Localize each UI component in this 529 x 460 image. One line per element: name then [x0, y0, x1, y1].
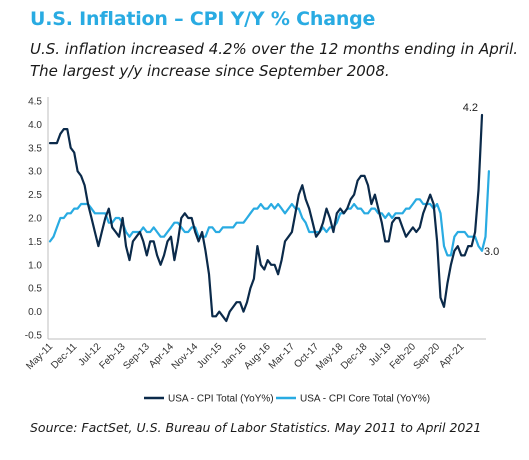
annotation-total-last: 4.2: [463, 102, 478, 114]
x-tick-label: Dec-18: [339, 341, 370, 372]
legend-item-cpi-total: USA - CPI Total (YoY%): [144, 394, 274, 405]
legend: USA - CPI Total (YoY%) USA - CPI Core Tot…: [144, 394, 430, 405]
legend-item-cpi-core: USA - CPI Core Total (YoY%): [276, 394, 430, 405]
source-note: Source: FactSet, U.S. Bureau of Labor St…: [30, 420, 482, 435]
y-tick-label: 3.0: [28, 167, 42, 178]
y-tick-label: 4.5: [28, 97, 42, 108]
chart-title: U.S. Inflation – CPI Y/Y % Change: [30, 8, 376, 30]
y-axis-ticks: 4.5 4.0 3.5 3.0 2.5 2.0 1.5 1.0 0.5 0.0 -0.5: [25, 97, 43, 342]
x-tick-label: Aug-16: [242, 341, 273, 372]
x-tick-label: Dec-11: [49, 341, 79, 371]
x-tick-label: Nov-14: [170, 341, 201, 372]
y-tick-label: 2.0: [28, 214, 42, 225]
axes: [47, 97, 486, 340]
annotation-core-last: 3.0: [484, 246, 499, 258]
y-tick-label: 0.0: [28, 307, 42, 318]
y-tick-label: -0.5: [25, 331, 43, 342]
chart-subtitle: U.S. inflation increased 4.2% over the 1…: [30, 40, 519, 80]
legend-label: USA - CPI Core Total (YoY%): [300, 394, 430, 405]
x-tick-label: Sep-13: [121, 341, 152, 372]
x-tick-label: Mar-17: [267, 341, 297, 371]
y-tick-label: 1.0: [28, 260, 42, 271]
y-tick-label: 0.5: [28, 284, 42, 295]
legend-label: USA - CPI Total (YoY%): [168, 394, 274, 405]
y-tick-label: 1.5: [28, 237, 42, 248]
y-tick-label: 4.0: [28, 120, 42, 131]
series-line-cpi-total: [48, 113, 484, 323]
x-tick-label: May-18: [314, 341, 346, 373]
series-lines: [48, 113, 490, 323]
x-axis-ticks: May-11Dec-11Jul-12Feb-13Sep-13Apr-14Nov-…: [24, 341, 466, 373]
x-tick-label: Jun-15: [195, 341, 225, 371]
x-tick-label: Sep-20: [412, 341, 443, 372]
y-tick-label: 3.5: [28, 143, 42, 154]
annotations: 4.2 3.0: [463, 102, 500, 258]
y-tick-label: 2.5: [28, 190, 42, 201]
x-tick-label: May-11: [24, 341, 55, 372]
x-tick-label: Apr-21: [437, 341, 466, 370]
